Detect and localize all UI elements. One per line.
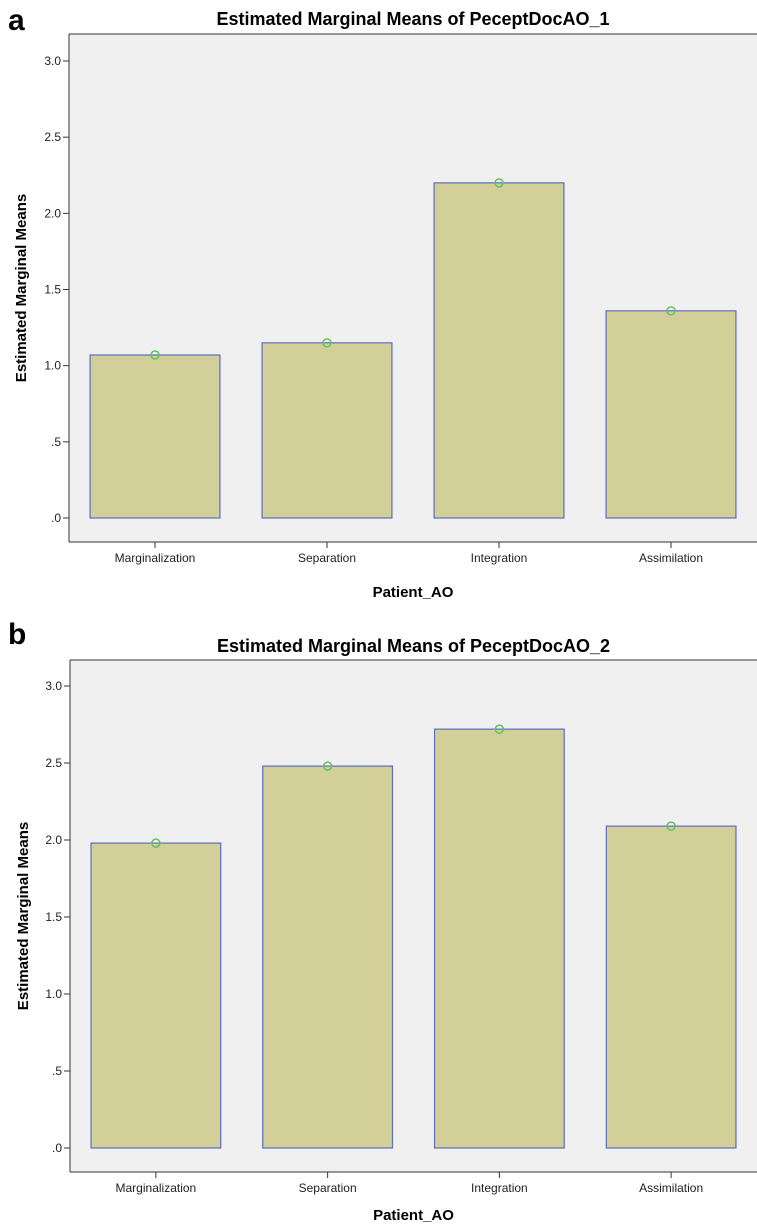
- x-tick-label: Assimilation: [639, 551, 703, 565]
- chart-title: Estimated Marginal Means of PeceptDocAO_…: [217, 636, 610, 656]
- mean-marker: [322, 338, 332, 348]
- mean-marker: [494, 178, 504, 188]
- y-tick-label: 2.5: [44, 130, 61, 144]
- mean-marker: [666, 821, 676, 831]
- y-tick-label: .0: [52, 1141, 62, 1155]
- y-tick-label: 1.5: [44, 283, 61, 297]
- bar: [605, 310, 737, 519]
- y-tick-label: .0: [51, 511, 61, 525]
- x-tick-label: Assimilation: [639, 1181, 703, 1195]
- bar: [433, 728, 565, 1149]
- y-tick-label: 2.0: [45, 833, 62, 847]
- x-tick-label: Marginalization: [116, 1181, 197, 1195]
- mean-marker: [322, 761, 333, 771]
- panel-label: b: [8, 618, 27, 651]
- panel-label: a: [8, 4, 25, 37]
- x-tick-label: Separation: [299, 1181, 357, 1195]
- x-axis-label: Patient_AO: [373, 584, 454, 601]
- y-tick-label: 3.0: [44, 54, 61, 68]
- chart-panel-a: a Estimated Marginal Means of PeceptDocA…: [0, 0, 757, 610]
- x-tick-label: Marginalization: [115, 551, 196, 565]
- chart-title: Estimated Marginal Means of PeceptDocAO_…: [216, 9, 609, 29]
- x-axis-label: Patient_AO: [373, 1207, 454, 1224]
- mean-marker: [151, 838, 161, 848]
- y-tick-label: 2.5: [45, 756, 62, 770]
- y-axis-label: Estimated Marginal Means: [13, 194, 30, 382]
- y-tick-label: 1.5: [45, 910, 62, 924]
- y-tick-label: 1.0: [45, 987, 62, 1001]
- bar: [433, 182, 565, 519]
- mean-marker: [150, 350, 160, 360]
- bar: [89, 354, 221, 519]
- mean-marker: [666, 306, 676, 316]
- x-tick-label: Separation: [298, 551, 356, 565]
- y-tick-label: .5: [51, 435, 61, 449]
- y-tick-label: .5: [52, 1064, 62, 1078]
- y-tick-label: 1.0: [44, 359, 61, 373]
- y-tick-label: 3.0: [45, 679, 62, 693]
- bar: [90, 842, 222, 1149]
- y-tick-label: 2.0: [44, 206, 61, 220]
- bar-chart-a: Estimated Marginal Means of PeceptDocAO_…: [13, 9, 757, 601]
- x-tick-label: Integration: [471, 551, 528, 565]
- bar: [605, 825, 737, 1149]
- chart-panel-b: b Estimated Marginal Means of PeceptDocA…: [0, 614, 757, 1226]
- y-axis-label: Estimated Marginal Means: [15, 822, 32, 1010]
- x-tick-label: Integration: [471, 1181, 528, 1195]
- mean-marker: [494, 724, 505, 734]
- bar-chart-b: Estimated Marginal Means of PeceptDocAO_…: [15, 636, 757, 1224]
- bar: [262, 765, 394, 1149]
- bar: [261, 342, 393, 519]
